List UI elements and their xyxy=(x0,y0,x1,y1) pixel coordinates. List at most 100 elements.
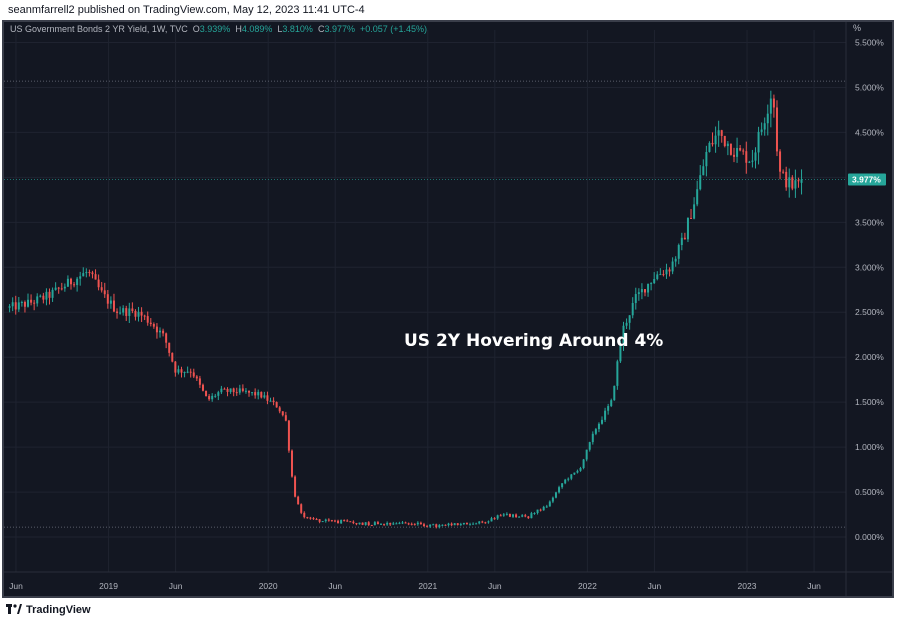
candle-body xyxy=(472,523,475,525)
candle-body xyxy=(235,392,238,394)
candle-body xyxy=(208,396,211,400)
candle-body xyxy=(109,300,112,304)
candle-body xyxy=(306,517,309,519)
candle-body xyxy=(766,113,769,124)
candle-body xyxy=(465,522,468,525)
candle-body xyxy=(653,279,656,284)
candle-body xyxy=(152,324,155,327)
candle-body xyxy=(60,288,63,290)
candle-body xyxy=(76,278,79,286)
candle-body xyxy=(380,523,383,525)
candle-body xyxy=(312,518,315,520)
candle-body xyxy=(693,204,696,219)
candle-body xyxy=(260,391,263,398)
candle-body xyxy=(775,107,778,152)
candle-body xyxy=(189,371,192,373)
candle-body xyxy=(640,289,643,293)
candle-body xyxy=(128,308,131,316)
candle-body xyxy=(757,131,760,153)
candle-body xyxy=(628,315,631,323)
candle-body xyxy=(146,316,149,323)
candle-body xyxy=(674,258,677,262)
candle-body xyxy=(545,506,548,508)
candle-body xyxy=(779,151,782,172)
candle-body xyxy=(690,217,693,219)
candle-body xyxy=(582,459,585,469)
candle-body xyxy=(726,143,729,147)
candle-body xyxy=(119,312,122,314)
candle-body xyxy=(542,506,545,511)
candle-body xyxy=(162,330,165,334)
candle-body xyxy=(696,189,699,205)
candle-body xyxy=(349,521,352,523)
candle-body xyxy=(723,135,726,147)
published-text: seanmfarrell2 published on TradingView.c… xyxy=(8,4,365,16)
candle-body xyxy=(94,274,97,280)
chart-annotation: US 2Y Hovering Around 4% xyxy=(404,331,664,351)
candle-body xyxy=(554,492,557,498)
candle-body xyxy=(36,296,39,304)
candle-body xyxy=(647,283,650,293)
candle-body xyxy=(30,299,33,303)
candle-body xyxy=(739,148,742,151)
candle-body xyxy=(561,483,564,488)
candle-body xyxy=(63,286,66,289)
candle-body xyxy=(57,287,60,289)
candle-body xyxy=(429,524,432,527)
candle-body xyxy=(398,522,401,524)
candle-body xyxy=(343,520,346,522)
candle-body xyxy=(248,390,251,393)
candle-body xyxy=(134,310,137,317)
candle-body xyxy=(103,290,106,295)
current-price-label: 3.977% xyxy=(852,174,881,184)
candle-body xyxy=(168,342,171,353)
candle-body xyxy=(20,302,23,304)
candle-body xyxy=(376,522,379,525)
x-tick-label: 2020 xyxy=(259,581,278,591)
candle-body xyxy=(211,395,214,400)
candle-body xyxy=(125,308,128,316)
candle-body xyxy=(269,400,272,402)
tradingview-logo-icon[interactable] xyxy=(6,603,22,617)
candle-body xyxy=(714,135,717,145)
candle-body xyxy=(751,160,754,162)
candle-body xyxy=(524,515,527,517)
candle-body xyxy=(266,395,269,401)
candle-body xyxy=(192,372,195,377)
candle-body xyxy=(469,524,472,526)
y-tick-label: 2.500% xyxy=(855,307,884,317)
candle-body xyxy=(567,478,570,480)
candle-body xyxy=(699,175,702,190)
candle-body xyxy=(337,520,340,524)
candle-body xyxy=(392,523,395,525)
brand-name[interactable]: TradingView xyxy=(26,604,91,616)
candle-body xyxy=(54,287,57,290)
x-tick-label: 2019 xyxy=(99,581,118,591)
candle-body xyxy=(186,371,189,373)
x-tick-label: Jun xyxy=(648,581,662,591)
candle-body xyxy=(205,390,208,397)
candle-body xyxy=(226,389,229,392)
y-tick-label: 4.500% xyxy=(855,127,884,137)
chart-frame[interactable] xyxy=(2,20,894,598)
candle-body xyxy=(508,513,511,517)
candle-body xyxy=(594,429,597,434)
candle-body xyxy=(551,497,554,502)
candle-body xyxy=(772,98,775,108)
candle-body xyxy=(327,519,330,521)
candle-body xyxy=(597,423,600,430)
candle-body xyxy=(505,513,508,515)
x-tick-label: 2021 xyxy=(418,581,437,591)
candle-body xyxy=(625,322,628,326)
candle-body xyxy=(453,523,456,526)
candle-body xyxy=(48,291,51,298)
candle-body xyxy=(33,302,36,304)
candle-body xyxy=(705,151,708,167)
candle-body xyxy=(576,470,579,473)
x-tick-label: Jun xyxy=(169,581,183,591)
candle-body xyxy=(521,515,524,517)
candle-body xyxy=(195,376,198,379)
candle-body xyxy=(39,295,42,297)
candle-body xyxy=(309,517,312,519)
